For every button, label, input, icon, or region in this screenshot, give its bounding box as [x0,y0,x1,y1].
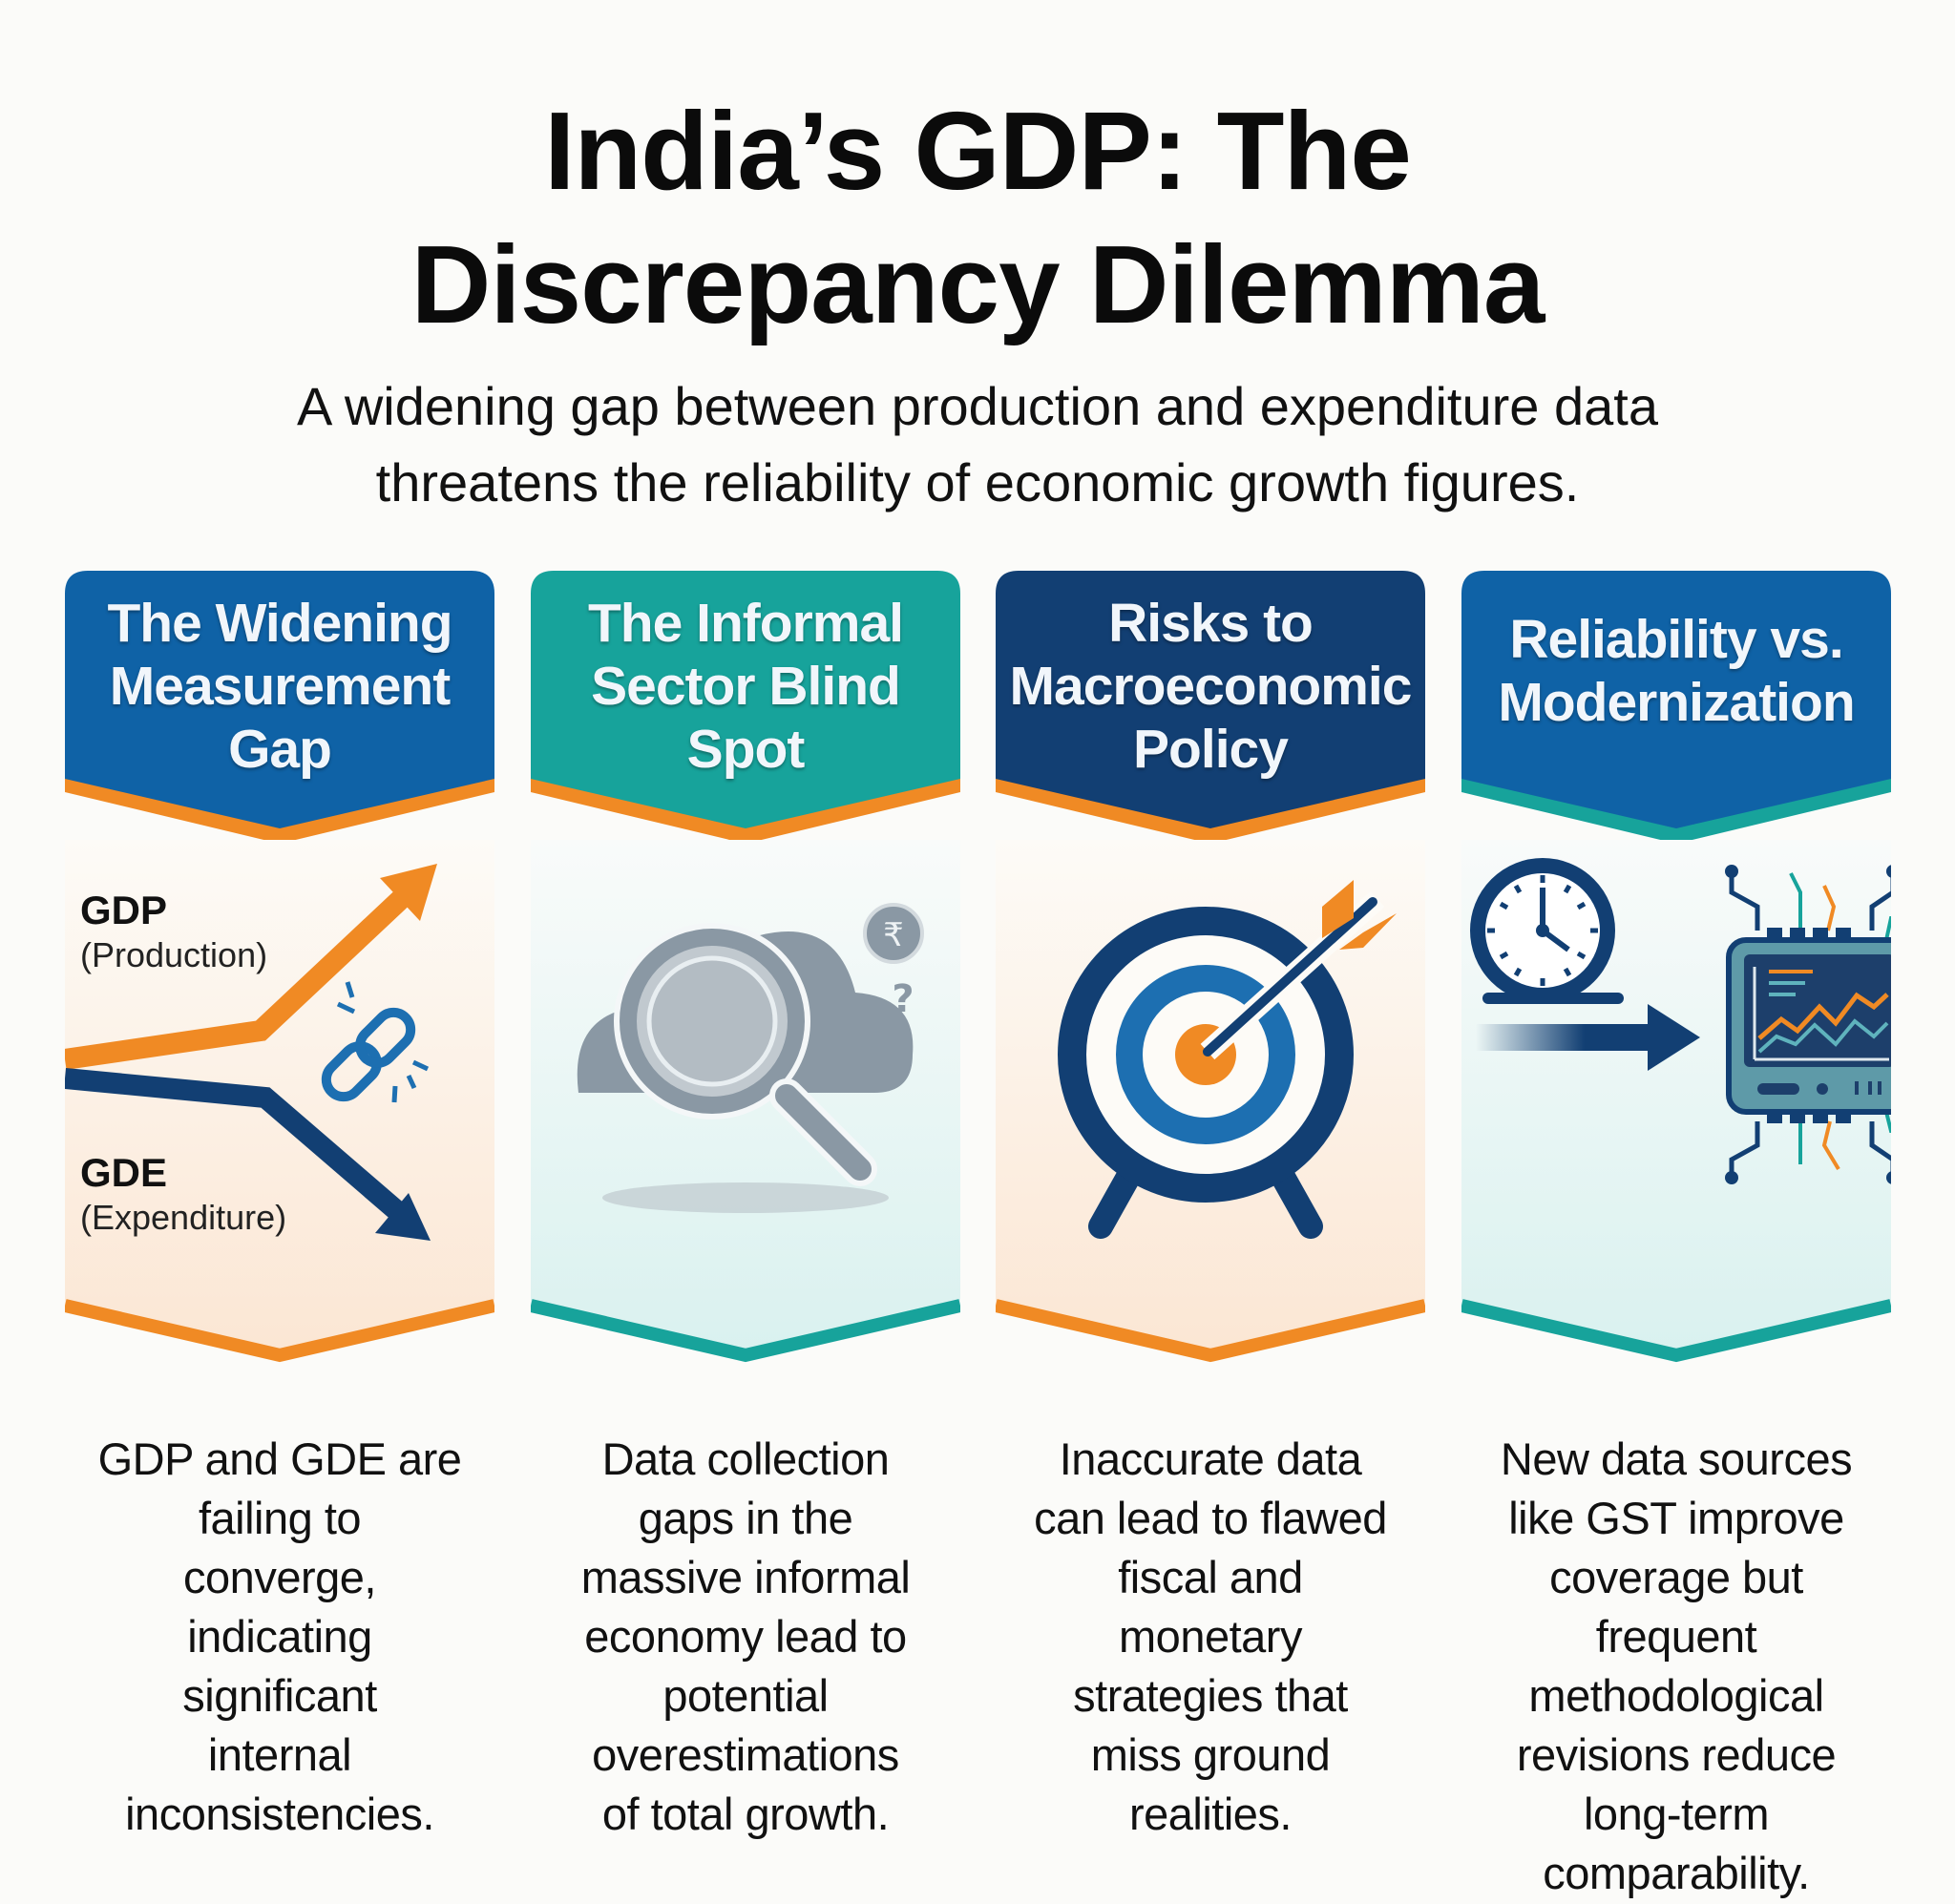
illustration-panel: GDP (Production) GDE (Expenditure) [65,840,494,1389]
column-informal-sector: The Informal Sector Blind Spot [531,571,960,1904]
page-title-line-1: India’s GDP: The [544,89,1412,213]
banner-shape [996,571,1425,844]
gde-sublabel: (Expenditure) [80,1198,287,1237]
rupee-icon: ₹ [883,916,904,954]
illustration-panel: ₹ ? [531,840,960,1389]
gdp-sublabel: (Production) [80,935,268,974]
column-description: New data sources like GST improve covera… [1500,1433,1853,1898]
banner-measurement-gap: The Widening Measurement Gap [65,571,494,844]
banner-shape [531,571,960,844]
column-reliability-modernization: Reliability vs. Modernization [1461,571,1891,1904]
page-title-line-2: Discrepancy Dilemma [410,222,1545,346]
page-subtitle-line-1: A widening gap between production and ex… [297,376,1658,436]
page-subtitle: A widening gap between production and ex… [0,368,1955,521]
banner-title: Reliability vs. Modernization [1498,609,1855,733]
question-icon: ? [892,977,914,1021]
clock-icon [1470,858,1624,1004]
clock-to-chip-chart-icon [1470,858,1891,1184]
gdp-label: GDP [80,888,168,932]
illustration-panel [996,840,1425,1389]
column-description: GDP and GDE are failing to converge, ind… [97,1433,462,1839]
banner-macro-policy: Risks to Macroeconomic Policy [996,571,1425,844]
target-arrow-icon [1058,880,1397,1239]
gde-label: GDE [80,1150,168,1195]
banner-title: The Informal Sector Blind Spot [587,593,904,780]
diverging-arrows-broken-chain-icon [65,864,437,1241]
cloud-magnifier-rupee-icon: ₹ ? [577,903,924,1213]
column-description: Data collection gaps in the massive info… [580,1433,911,1839]
column-description: Inaccurate data can lead to flawed fisca… [1034,1433,1387,1839]
banner-title: The Widening Measurement Gap [107,593,452,780]
banner-reliability-modernization: Reliability vs. Modernization [1461,571,1891,844]
broken-chain-icon [321,1007,416,1102]
page-title: India’s GDP: The Discrepancy Dilemma [0,84,1955,351]
illustration-panel [1461,840,1891,1389]
banner-title: Risks to Macroeconomic Policy [1009,593,1413,780]
chip-chart-icon [1725,865,1891,1184]
banner-shape [65,571,494,844]
banner-shape [1461,571,1891,844]
column-macro-policy: Risks to Macroeconomic Policy [996,571,1425,1904]
page-subtitle-line-2: threatens the reliability of economic gr… [375,452,1580,513]
banner-informal-sector: The Informal Sector Blind Spot [531,571,960,844]
column-measurement-gap: The Widening Measurement Gap [65,571,494,1904]
